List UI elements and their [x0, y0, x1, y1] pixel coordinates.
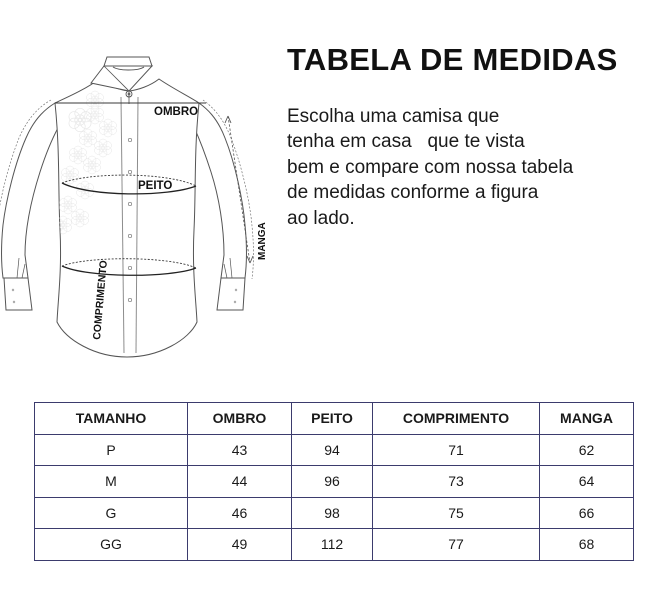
svg-text:PEITO: PEITO — [138, 180, 172, 192]
svg-text:MANGA: MANGA — [257, 222, 268, 260]
svg-text:OMBRO: OMBRO — [154, 106, 198, 118]
